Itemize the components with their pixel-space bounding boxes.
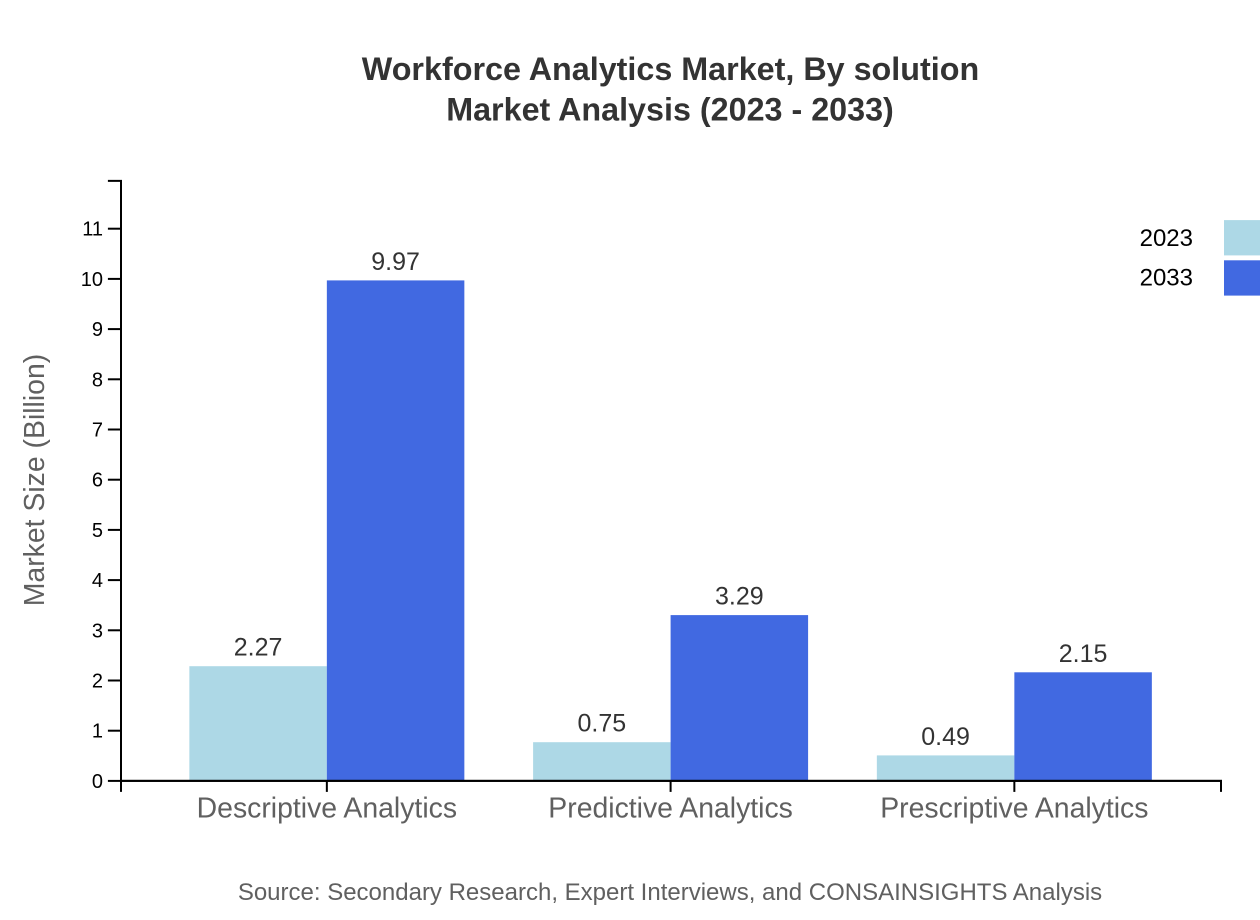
svg-text:2.15: 2.15 bbox=[1059, 640, 1108, 668]
svg-text:Predictive Analytics: Predictive Analytics bbox=[548, 793, 793, 825]
svg-text:9: 9 bbox=[92, 319, 103, 341]
svg-text:2: 2 bbox=[92, 671, 103, 693]
svg-text:Market Analysis (2023 - 2033): Market Analysis (2023 - 2033) bbox=[446, 91, 894, 127]
svg-text:Prescriptive Analytics: Prescriptive Analytics bbox=[880, 793, 1148, 825]
svg-text:2023: 2023 bbox=[1140, 225, 1193, 252]
svg-text:10: 10 bbox=[81, 269, 103, 291]
svg-text:0.75: 0.75 bbox=[578, 710, 627, 738]
svg-text:Descriptive Analytics: Descriptive Analytics bbox=[197, 793, 457, 825]
svg-text:1: 1 bbox=[92, 721, 103, 743]
svg-text:8: 8 bbox=[92, 369, 103, 391]
svg-text:7: 7 bbox=[92, 420, 103, 442]
svg-text:2033: 2033 bbox=[1140, 265, 1193, 292]
svg-text:Source: Secondary Research, Ex: Source: Secondary Research, Expert Inter… bbox=[238, 879, 1102, 906]
svg-text:3: 3 bbox=[92, 620, 103, 642]
svg-text:2.27: 2.27 bbox=[234, 634, 283, 662]
svg-text:Market Size (Billion): Market Size (Billion) bbox=[19, 354, 51, 606]
svg-text:3.29: 3.29 bbox=[715, 583, 764, 611]
svg-text:6: 6 bbox=[92, 470, 103, 492]
svg-text:9.97: 9.97 bbox=[371, 248, 420, 276]
svg-text:4: 4 bbox=[92, 570, 103, 592]
svg-text:11: 11 bbox=[82, 219, 103, 241]
svg-text:5: 5 bbox=[92, 520, 103, 542]
svg-text:0: 0 bbox=[92, 771, 103, 793]
svg-text:0.49: 0.49 bbox=[921, 723, 970, 751]
svg-text:Workforce Analytics Market, By: Workforce Analytics Market, By solution bbox=[362, 51, 979, 87]
